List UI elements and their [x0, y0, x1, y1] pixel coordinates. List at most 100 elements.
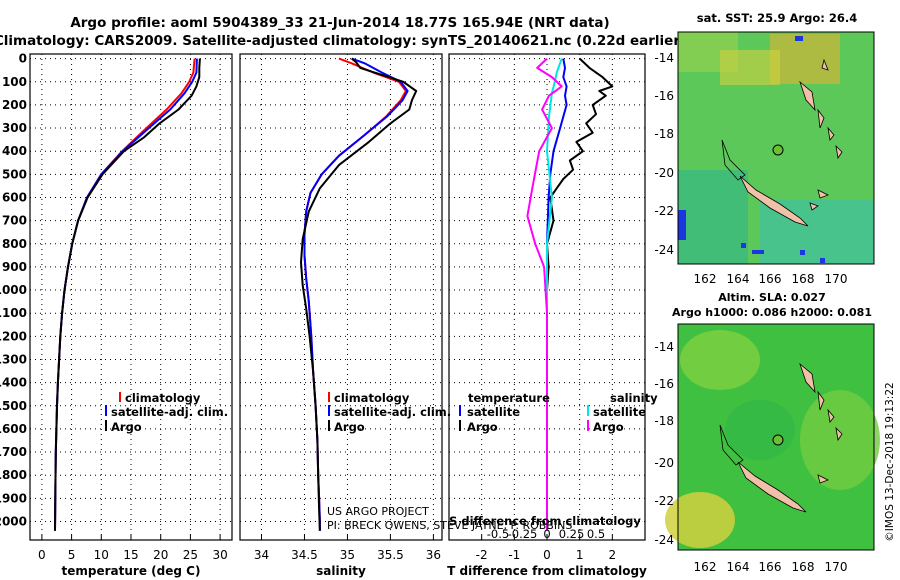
sst-lat-tick-label: -20 [654, 166, 674, 180]
sla-map-title-1: Altim. SLA: 0.027 [718, 291, 825, 304]
sst-warm-patch [770, 34, 840, 84]
sla-lat-tick-label: -24 [654, 533, 674, 547]
salinity-xtick-label: 35 [340, 548, 355, 562]
title-line-1: Argo profile: aoml 5904389_33 21-Jun-201… [70, 15, 609, 31]
s-difference-tick-label: -0.5 [487, 527, 509, 541]
sst-lon-tick-label: 164 [727, 272, 750, 286]
depth-tick-label: 1500 [0, 399, 27, 413]
sla-lat-tick-label: -16 [654, 377, 674, 391]
depth-tick-label: 500 [2, 167, 27, 181]
depth-tick-label: 600 [2, 190, 27, 204]
reef-outline [719, 424, 744, 466]
difference-legend: temperature salinity satellite Argo sate… [459, 391, 658, 434]
reef-outline [721, 139, 746, 181]
salinity-xtick-label: 34 [254, 548, 269, 562]
legend-label: Argo [467, 420, 498, 434]
new-caledonia-land [737, 461, 807, 513]
new-caledonia-land [739, 175, 809, 227]
legend-label: satellite-adj. clim. [334, 405, 451, 419]
depth-tick-label: 0 [19, 52, 27, 66]
depth-tick-label: 2000 [0, 514, 27, 528]
series-satellite-adj-clim- [54, 58, 198, 531]
grid-lines [30, 54, 645, 540]
vanuatu-island [821, 58, 829, 71]
vanuatu-island [799, 80, 816, 112]
legend-label: Argo [111, 420, 142, 434]
difference-xtick-label: 1 [576, 548, 584, 562]
s-difference-tick-label: 0.5 [587, 527, 605, 541]
sst-missing-data [678, 210, 686, 240]
temperature-panel-frame [29, 53, 233, 541]
depth-tick-label: 1900 [0, 491, 27, 505]
argo-float-marker [772, 144, 784, 156]
sla-anomaly-patch [665, 492, 735, 548]
salinity-panel-frame [239, 53, 443, 541]
vanuatu-island [827, 126, 835, 141]
depth-tick-label: 800 [2, 237, 27, 251]
sst-missing-data [795, 36, 803, 41]
legend-label: Argo [593, 420, 624, 434]
salinity-xtick-label: 35.5 [377, 548, 404, 562]
vanuatu-island [835, 426, 843, 442]
depth-tick-label: 1000 [0, 283, 27, 297]
loyalty-island [809, 202, 819, 211]
temperature-xtick-label: 25 [183, 548, 198, 562]
sla-anomaly-patch [725, 400, 795, 460]
sla-lon-tick-label: 168 [792, 560, 815, 574]
vanuatu-island [835, 144, 843, 160]
x-tick-labels: 0 5 10 15 20 25 30 34 34.5 35 35.5 36 -2 -1 0 1 2 [38, 548, 616, 562]
depth-tick-label: 1600 [0, 422, 27, 436]
legend-label: satellite [467, 405, 520, 419]
depth-tick-label: 1100 [0, 306, 27, 320]
vanuatu-island [827, 408, 835, 423]
s-difference-tick-label: 0 [543, 527, 550, 541]
sst-lat-tick-label: -16 [654, 89, 674, 103]
temperature-xtick-label: 20 [153, 548, 168, 562]
loyalty-island [817, 189, 829, 199]
salinity-legend: climatology satellite-adj. clim. Argo [328, 391, 451, 434]
s-difference-label: S difference from climatology [449, 514, 641, 528]
depth-tick-label: 1800 [0, 468, 27, 482]
sst-cool-patch [678, 170, 748, 264]
temperature-xtick-label: 15 [123, 548, 138, 562]
legend-temperature-heading: temperature [468, 391, 550, 405]
temperature-xtick-label: 10 [94, 548, 109, 562]
s-difference-tick-label: 0.25 [559, 527, 585, 541]
temperature-xtick-label: 0 [38, 548, 46, 562]
sst-map-frame [677, 31, 875, 265]
sst-lon-tick-label: 170 [825, 272, 848, 286]
sst-map-title: sat. SST: 25.9 Argo: 26.4 [697, 11, 857, 25]
difference-xtick-label: -2 [476, 548, 488, 562]
vanuatu-island [817, 108, 825, 129]
depth-tick-label: 700 [2, 214, 27, 228]
sst-lat-tick-label: -24 [654, 243, 674, 257]
sst-missing-data [752, 250, 764, 254]
series-temperature-satellite [546, 58, 568, 531]
project-credit-line-2: PI: BRECK OWENS, STEVE JAYNE, P. ROBBINS [327, 519, 572, 532]
series-argo [300, 57, 418, 531]
series-satellite-adj-clim- [303, 57, 409, 531]
s-difference-ticks: -0.5-0.25 0 0.25 0.5 [487, 527, 605, 541]
sla-lon-tick-label: 162 [694, 560, 717, 574]
s-difference-tick-label: -0.25 [508, 527, 538, 541]
profile-series [54, 57, 614, 531]
series-temperature-argo [546, 57, 614, 531]
depth-tick-label: 200 [2, 98, 27, 112]
title-line-2: Climatology: CARS2009. Satellite-adjuste… [0, 33, 686, 49]
temperature-xtick-label: 30 [212, 548, 227, 562]
depth-tick-label: 100 [2, 75, 27, 89]
vanuatu-island [817, 390, 825, 411]
sst-lat-tick-label: -18 [654, 127, 674, 141]
legend-label: Argo [334, 420, 365, 434]
difference-xtick-label: 0 [543, 548, 551, 562]
series-argo [54, 58, 201, 531]
sla-anomaly-patch [680, 330, 760, 390]
legend-label: satellite-adj. clim. [111, 405, 228, 419]
depth-tick-label: 300 [2, 121, 27, 135]
temperature-xtick-label: 5 [68, 548, 76, 562]
imos-credit: ©IMOS 13-Dec-2018 19:13:22 [884, 382, 896, 541]
salinity-xtick-label: 34.5 [291, 548, 318, 562]
sst-missing-data [741, 243, 746, 248]
sst-lon-tick-label: 166 [759, 272, 782, 286]
